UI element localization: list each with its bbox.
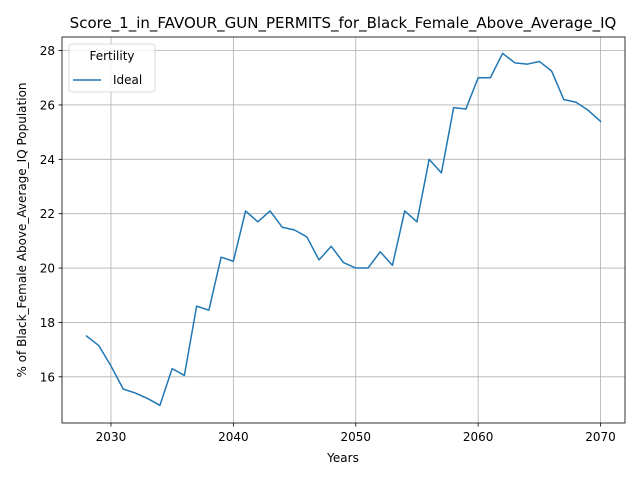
y-axis-label: % of Black_Female Above_Average_IQ Popul… xyxy=(15,82,29,377)
x-axis-ticks: 2030 2040 2050 2060 2070 xyxy=(96,423,616,444)
x-tick-label: 2070 xyxy=(585,430,616,444)
y-axis-ticks: 16 18 20 22 24 26 28 xyxy=(40,44,62,384)
legend-title: Fertility xyxy=(89,49,134,63)
y-tick-label: 28 xyxy=(40,44,55,58)
y-tick-label: 22 xyxy=(40,207,55,221)
y-tick-label: 16 xyxy=(40,370,55,384)
legend: Fertility Ideal xyxy=(68,43,156,93)
x-tick-label: 2050 xyxy=(340,430,371,444)
y-tick-label: 26 xyxy=(40,98,55,112)
y-tick-label: 24 xyxy=(40,153,55,167)
legend-label-ideal: Ideal xyxy=(113,73,142,87)
y-tick-label: 18 xyxy=(40,316,55,330)
series-line-ideal xyxy=(85,52,602,407)
x-tick-label: 2040 xyxy=(218,430,249,444)
plot-frame xyxy=(61,36,626,424)
grid-lines xyxy=(62,37,625,423)
chart-title: Score_1_in_FAVOUR_GUN_PERMITS_for_Black_… xyxy=(70,14,617,33)
x-tick-label: 2060 xyxy=(463,430,494,444)
y-tick-label: 20 xyxy=(40,262,55,276)
x-axis-label: Years xyxy=(326,451,359,465)
x-tick-label: 2030 xyxy=(96,430,127,444)
